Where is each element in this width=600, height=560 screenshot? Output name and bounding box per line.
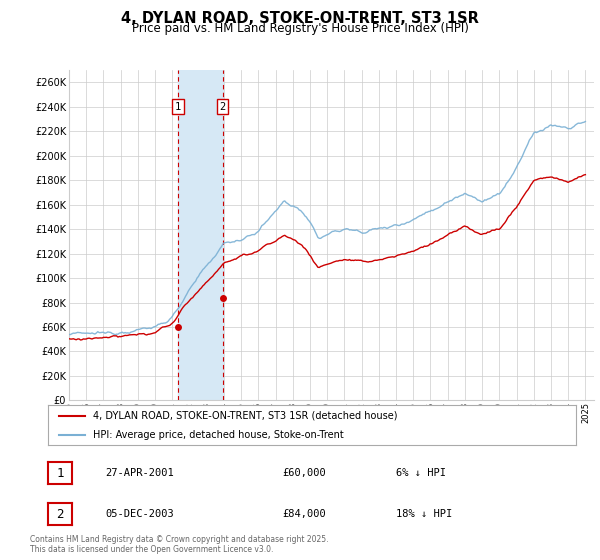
- Text: 1: 1: [56, 466, 64, 480]
- Text: 18% ↓ HPI: 18% ↓ HPI: [396, 509, 452, 519]
- Text: 4, DYLAN ROAD, STOKE-ON-TRENT, ST3 1SR (detached house): 4, DYLAN ROAD, STOKE-ON-TRENT, ST3 1SR (…: [93, 411, 397, 421]
- Text: 1: 1: [175, 102, 181, 111]
- Text: £60,000: £60,000: [282, 468, 326, 478]
- Text: HPI: Average price, detached house, Stoke-on-Trent: HPI: Average price, detached house, Stok…: [93, 430, 344, 440]
- Text: 2: 2: [220, 102, 226, 111]
- Text: 27-APR-2001: 27-APR-2001: [105, 468, 174, 478]
- Bar: [178, 70, 223, 400]
- Text: £84,000: £84,000: [282, 509, 326, 519]
- Text: 05-DEC-2003: 05-DEC-2003: [105, 509, 174, 519]
- Text: 6% ↓ HPI: 6% ↓ HPI: [396, 468, 446, 478]
- Text: 4, DYLAN ROAD, STOKE-ON-TRENT, ST3 1SR: 4, DYLAN ROAD, STOKE-ON-TRENT, ST3 1SR: [121, 11, 479, 26]
- Text: 2: 2: [56, 507, 64, 521]
- Text: Contains HM Land Registry data © Crown copyright and database right 2025.
This d: Contains HM Land Registry data © Crown c…: [30, 535, 329, 554]
- Text: Price paid vs. HM Land Registry's House Price Index (HPI): Price paid vs. HM Land Registry's House …: [131, 22, 469, 35]
